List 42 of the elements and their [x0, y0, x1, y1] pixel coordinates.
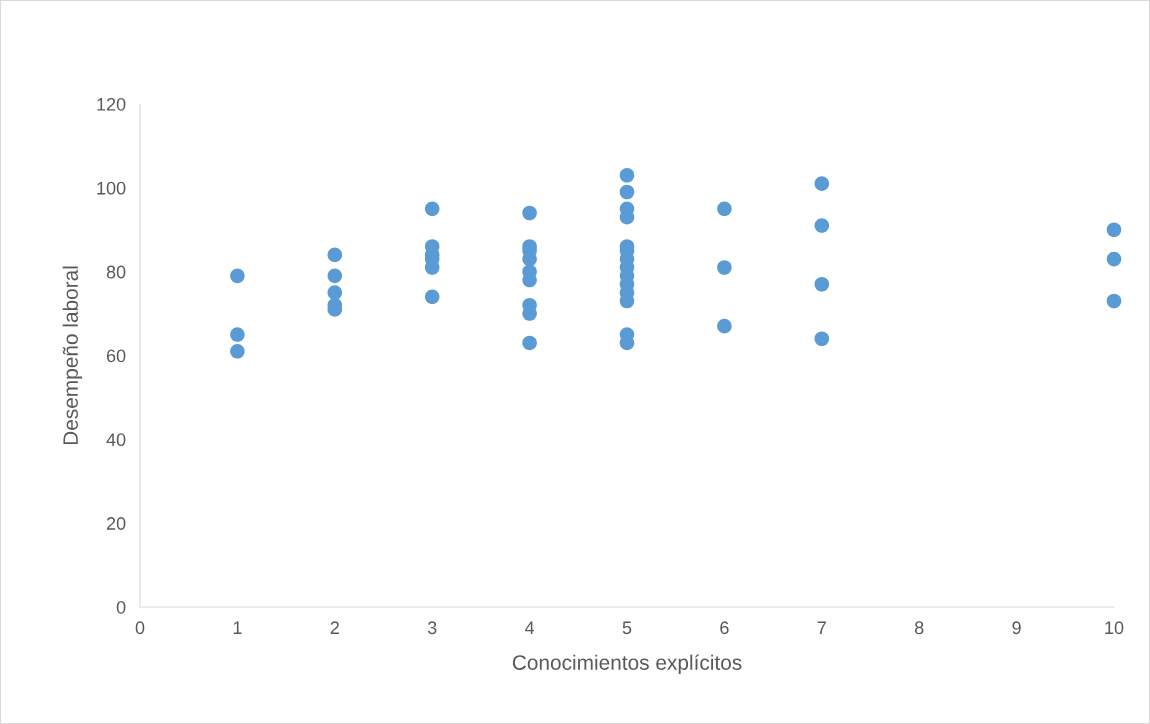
point — [522, 205, 537, 221]
point — [327, 268, 343, 284]
point — [717, 260, 732, 275]
point — [424, 201, 440, 217]
y-tick-label: 100 — [97, 181, 126, 195]
y-tick-label: 60 — [106, 349, 126, 363]
x-tick-label: 2 — [330, 621, 339, 634]
x-tick-label: 6 — [720, 621, 729, 635]
y-tick-label: 120 — [97, 97, 126, 111]
x-tick-label: 5 — [622, 621, 632, 635]
x-tick-label: 0 — [135, 621, 145, 635]
point — [814, 218, 830, 233]
x-tick-label: 9 — [1012, 621, 1021, 635]
y-tick-label: 20 — [106, 517, 126, 530]
x-tick-label: 3 — [427, 621, 437, 635]
point — [424, 289, 440, 305]
x-tick-label: 1 — [233, 621, 242, 634]
point — [327, 247, 343, 263]
point — [717, 201, 732, 217]
point — [230, 327, 245, 342]
point — [1106, 293, 1122, 309]
y-tick-label: 40 — [106, 433, 126, 447]
point — [814, 176, 830, 191]
point — [230, 268, 245, 284]
point — [619, 184, 635, 200]
point — [1106, 251, 1122, 267]
y-tick-label: 80 — [106, 265, 126, 279]
point — [814, 331, 830, 347]
x-tick-label: 7 — [817, 621, 826, 634]
x-axis-title: Conocimientos explícitos — [512, 654, 742, 675]
y-tick-label: 0 — [116, 600, 126, 614]
point — [230, 344, 245, 359]
y-axis-title: Desempeño laboral — [62, 266, 83, 445]
point — [619, 167, 635, 183]
x-tick-label: 4 — [524, 621, 535, 634]
x-tick-label: 10 — [1105, 621, 1124, 635]
x-tick-label: 8 — [914, 621, 924, 635]
point — [814, 276, 830, 292]
point — [717, 318, 732, 334]
point — [1106, 222, 1122, 238]
point — [327, 285, 343, 300]
point — [522, 335, 537, 351]
